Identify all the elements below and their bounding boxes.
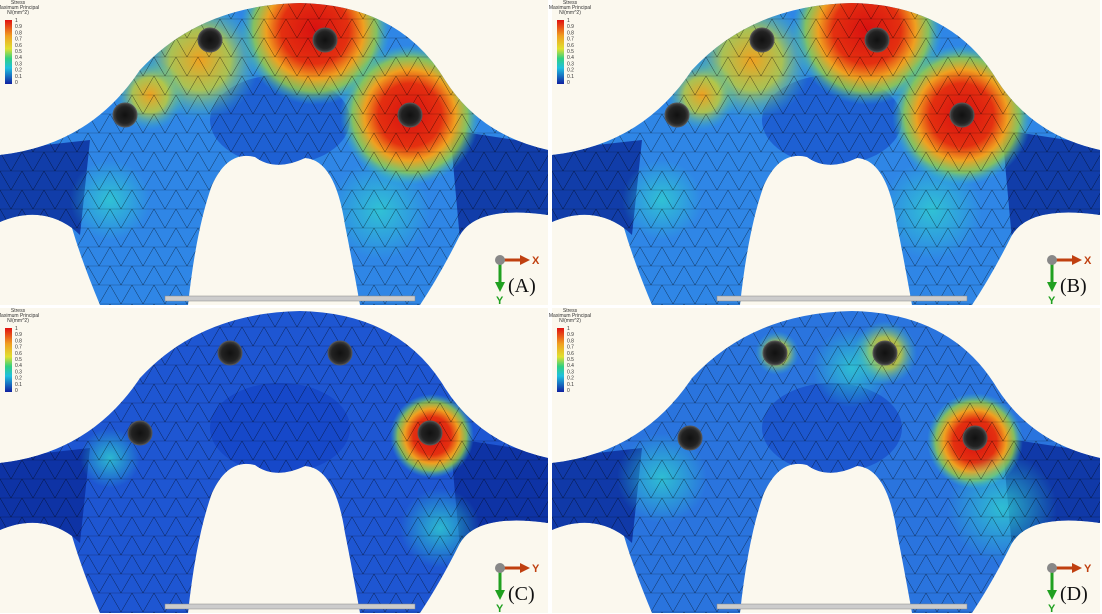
implant bbox=[328, 341, 352, 365]
scale-bar bbox=[165, 604, 415, 609]
colorbar-label: 0 bbox=[15, 388, 18, 394]
colorbar-label: 0.3 bbox=[567, 61, 574, 67]
implant bbox=[128, 421, 152, 445]
colorbar-label: 0.9 bbox=[15, 332, 22, 338]
colorbar-label: 0.6 bbox=[15, 43, 22, 49]
colorbar-label: 0.7 bbox=[567, 345, 574, 351]
colorbar-label: 0.2 bbox=[567, 68, 574, 74]
implant bbox=[113, 103, 137, 127]
colorbar-label: 0.4 bbox=[567, 55, 574, 61]
colorbar-label: 1 bbox=[567, 326, 570, 332]
colorbar-label: 0.4 bbox=[15, 363, 22, 369]
colorbar-label: 0.3 bbox=[567, 369, 574, 375]
axis-v-label: Y bbox=[1048, 603, 1056, 614]
axis-h-label: Y bbox=[1084, 563, 1092, 575]
implant bbox=[873, 341, 897, 365]
axis-h-label: X bbox=[1084, 255, 1092, 267]
panel-label: (D) bbox=[1060, 583, 1088, 605]
colorbar-label: 0.2 bbox=[15, 68, 22, 74]
axis-v-label: Y bbox=[496, 295, 504, 307]
panel-label: (A) bbox=[508, 275, 536, 297]
implant bbox=[665, 103, 689, 127]
axis-v-label: Y bbox=[496, 603, 504, 614]
colorbar-label: 0.2 bbox=[15, 376, 22, 382]
colorbar-label: 0.1 bbox=[567, 74, 574, 80]
legend-unit: N/(mm^2) bbox=[559, 10, 581, 16]
colorbar-label: 0.6 bbox=[567, 43, 574, 49]
implant bbox=[398, 103, 422, 127]
implant bbox=[198, 28, 222, 52]
colorbar-label: 0.8 bbox=[15, 30, 22, 36]
colorbar-label: 1 bbox=[15, 18, 18, 24]
colorbar-label: 0 bbox=[567, 388, 570, 394]
implant bbox=[418, 421, 442, 445]
colorbar-label: 0.5 bbox=[15, 49, 22, 55]
colorbar-label: 0.3 bbox=[15, 369, 22, 375]
colorbar-label: 0.8 bbox=[567, 30, 574, 36]
axis-origin bbox=[495, 563, 505, 573]
legend-unit: N/(mm^2) bbox=[7, 318, 29, 324]
colorbar-label: 0.8 bbox=[567, 338, 574, 344]
colorbar-label: 0.5 bbox=[567, 49, 574, 55]
colorbar-label: 1 bbox=[567, 18, 570, 24]
axis-origin bbox=[1047, 255, 1057, 265]
colorbar-label: 0.1 bbox=[15, 74, 22, 80]
colorbar-label: 0.1 bbox=[567, 382, 574, 388]
panel-label: (C) bbox=[508, 583, 535, 605]
colorbar bbox=[557, 20, 564, 84]
colorbar-label: 0.7 bbox=[15, 345, 22, 351]
colorbar-label: 0.3 bbox=[15, 61, 22, 67]
colorbar-label: 0.7 bbox=[567, 37, 574, 43]
axis-origin bbox=[495, 255, 505, 265]
implant bbox=[763, 341, 787, 365]
panel-label: (B) bbox=[1060, 275, 1087, 297]
implant bbox=[750, 28, 774, 52]
axis-v-label: Y bbox=[1048, 295, 1056, 307]
colorbar-label: 0.4 bbox=[15, 55, 22, 61]
colorbar-label: 0.5 bbox=[567, 357, 574, 363]
colorbar-label: 0.6 bbox=[567, 351, 574, 357]
colorbar-label: 0.7 bbox=[15, 37, 22, 43]
implant bbox=[313, 28, 337, 52]
colorbar bbox=[5, 20, 12, 84]
colorbar-label: 0.9 bbox=[567, 332, 574, 338]
colorbar-label: 0.6 bbox=[15, 351, 22, 357]
implant bbox=[963, 426, 987, 450]
implant bbox=[950, 103, 974, 127]
implant bbox=[678, 426, 702, 450]
colorbar bbox=[5, 328, 12, 392]
colorbar-label: 0.9 bbox=[15, 24, 22, 30]
colorbar bbox=[557, 328, 564, 392]
axis-h-label: X bbox=[532, 255, 540, 267]
legend-unit: N/(mm^2) bbox=[7, 10, 29, 16]
colorbar-label: 0.8 bbox=[15, 338, 22, 344]
colorbar-label: 0.1 bbox=[15, 382, 22, 388]
colorbar-label: 0 bbox=[567, 80, 570, 86]
legend-unit: N/(mm^2) bbox=[559, 318, 581, 324]
figure: StressMaximum PrincipalN/(mm^2)10.90.80.… bbox=[0, 0, 1102, 614]
implant bbox=[865, 28, 889, 52]
colorbar-label: 1 bbox=[15, 326, 18, 332]
colorbar-label: 0.9 bbox=[567, 24, 574, 30]
colorbar-label: 0.5 bbox=[15, 357, 22, 363]
scale-bar bbox=[165, 296, 415, 301]
colorbar-label: 0.4 bbox=[567, 363, 574, 369]
implant bbox=[218, 341, 242, 365]
colorbar-label: 0.2 bbox=[567, 376, 574, 382]
colorbar-label: 0 bbox=[15, 80, 18, 86]
axis-h-label: Y bbox=[532, 563, 540, 575]
scale-bar bbox=[717, 604, 967, 609]
axis-origin bbox=[1047, 563, 1057, 573]
scale-bar bbox=[717, 296, 967, 301]
panels: StressMaximum PrincipalN/(mm^2)10.90.80.… bbox=[0, 0, 1100, 614]
